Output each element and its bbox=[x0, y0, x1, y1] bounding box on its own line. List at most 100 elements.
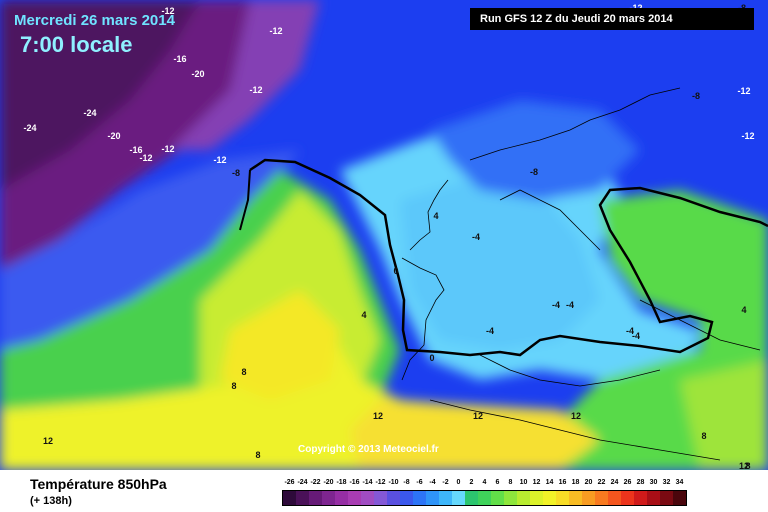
scale-label: 20 bbox=[584, 479, 593, 486]
map-local-time: 7:00 locale bbox=[20, 32, 133, 57]
isotherm-label: 12 bbox=[473, 411, 483, 421]
scale-label: 16 bbox=[558, 479, 567, 486]
isotherm-label: -20 bbox=[107, 131, 120, 141]
zero-isotherm-west bbox=[239, 169, 251, 231]
isotherm-label: -4 bbox=[472, 232, 480, 242]
scale-swatch bbox=[439, 491, 452, 505]
scale-label: 12 bbox=[532, 479, 541, 486]
scale-swatch bbox=[452, 491, 465, 505]
isotherm-label: -12 bbox=[249, 85, 262, 95]
scale-swatch bbox=[634, 491, 647, 505]
scale-label: -2 bbox=[442, 479, 449, 486]
scale-label: 6 bbox=[495, 479, 500, 486]
copyright-notice: Copyright © 2013 Meteociel.fr bbox=[298, 444, 439, 455]
scale-swatch bbox=[673, 491, 686, 505]
scale-swatch bbox=[530, 491, 543, 505]
scale-swatch bbox=[348, 491, 361, 505]
isotherm-label: -12 bbox=[213, 155, 226, 165]
scale-label: -8 bbox=[403, 479, 410, 486]
scale-label: -24 bbox=[297, 479, 308, 486]
isotherm-label: -12 bbox=[161, 144, 174, 154]
isotherm-label: -8 bbox=[232, 168, 240, 178]
scale-label: 10 bbox=[519, 479, 528, 486]
scale-label: -6 bbox=[416, 479, 423, 486]
scale-label: 32 bbox=[662, 479, 671, 486]
isotherm-label: 8 bbox=[745, 461, 750, 470]
zero-isotherm bbox=[249, 158, 768, 357]
isotherm-label: -4 bbox=[626, 326, 634, 336]
scale-swatch bbox=[322, 491, 335, 505]
isotherm-label: 4 bbox=[433, 211, 438, 221]
isotherm-label: -16 bbox=[129, 145, 142, 155]
scale-swatch bbox=[426, 491, 439, 505]
isotherm-label: 4 bbox=[361, 310, 366, 320]
scale-label: -26 bbox=[284, 479, 295, 486]
isotherm-label: -16 bbox=[173, 54, 186, 64]
scale-label: -18 bbox=[336, 479, 347, 486]
isotherm-label: -8 bbox=[530, 167, 538, 177]
scale-swatch bbox=[309, 491, 322, 505]
isotherm-label: 0 bbox=[393, 266, 398, 276]
scale-label: -22 bbox=[310, 479, 321, 486]
isotherm-label: 8 bbox=[255, 450, 260, 460]
scale-swatch bbox=[621, 491, 634, 505]
scale-label: -20 bbox=[323, 479, 334, 486]
scale-swatch bbox=[582, 491, 595, 505]
scale-label: 26 bbox=[623, 479, 632, 486]
scale-swatch bbox=[491, 491, 504, 505]
isotherm-label: -12 bbox=[139, 153, 152, 163]
scale-label: -14 bbox=[362, 479, 373, 486]
isotherm-label: -4 bbox=[486, 326, 494, 336]
temperature-fields bbox=[0, 0, 768, 470]
color-scale bbox=[282, 490, 687, 506]
scale-swatch bbox=[569, 491, 582, 505]
scale-swatch bbox=[517, 491, 530, 505]
coastlines bbox=[401, 87, 761, 461]
isotherm-label: 4 bbox=[741, 305, 746, 315]
scale-swatch bbox=[374, 491, 387, 505]
scale-label: -12 bbox=[375, 479, 386, 486]
isotherm-label: -24 bbox=[23, 123, 36, 133]
scale-swatch bbox=[647, 491, 660, 505]
scale-label: -10 bbox=[388, 479, 399, 486]
scale-swatch bbox=[283, 491, 296, 505]
scale-label: 22 bbox=[597, 479, 606, 486]
isotherm-label: 12 bbox=[571, 411, 581, 421]
isotherm-label: -12 bbox=[161, 6, 174, 16]
isotherm-label: 0 bbox=[429, 353, 434, 363]
scale-swatch bbox=[543, 491, 556, 505]
scale-label: 4 bbox=[482, 479, 487, 486]
scale-swatch bbox=[504, 491, 517, 505]
scale-swatch bbox=[361, 491, 374, 505]
scale-swatch bbox=[400, 491, 413, 505]
parameter-title: Température 850hPa bbox=[30, 476, 167, 492]
scale-label: 18 bbox=[571, 479, 580, 486]
scale-label: 24 bbox=[610, 479, 619, 486]
isotherm-label: -24 bbox=[83, 108, 96, 118]
scale-swatch bbox=[556, 491, 569, 505]
isotherm-labels: -12-16-20-24-24-20-16-12-12-12-12-8-8 -12… bbox=[23, 3, 754, 470]
scale-swatch bbox=[660, 491, 673, 505]
scale-swatch bbox=[465, 491, 478, 505]
isotherm-label: 8 bbox=[701, 431, 706, 441]
isotherm-label: -4 bbox=[552, 300, 560, 310]
scale-label: 28 bbox=[636, 479, 645, 486]
model-run-banner: Run GFS 12 Z du Jeudi 20 mars 2014 bbox=[470, 8, 754, 30]
map-date: Mercredi 26 mars 2014 bbox=[14, 12, 175, 29]
scale-label: 0 bbox=[456, 479, 461, 486]
scale-swatch bbox=[296, 491, 309, 505]
isotherm-label: 8 bbox=[241, 367, 246, 377]
isotherm-label: -12 bbox=[741, 131, 754, 141]
scale-swatch bbox=[387, 491, 400, 505]
isotherm-label: 12 bbox=[43, 436, 53, 446]
scale-label: 14 bbox=[545, 479, 554, 486]
isotherm-label: -12 bbox=[269, 26, 282, 36]
isotherm-label: -8 bbox=[692, 91, 700, 101]
scale-label: -4 bbox=[429, 479, 436, 486]
isotherm-label: -20 bbox=[191, 69, 204, 79]
scale-label: 2 bbox=[469, 479, 474, 486]
scale-swatch bbox=[413, 491, 426, 505]
scale-label: 8 bbox=[508, 479, 513, 486]
scale-swatch bbox=[595, 491, 608, 505]
